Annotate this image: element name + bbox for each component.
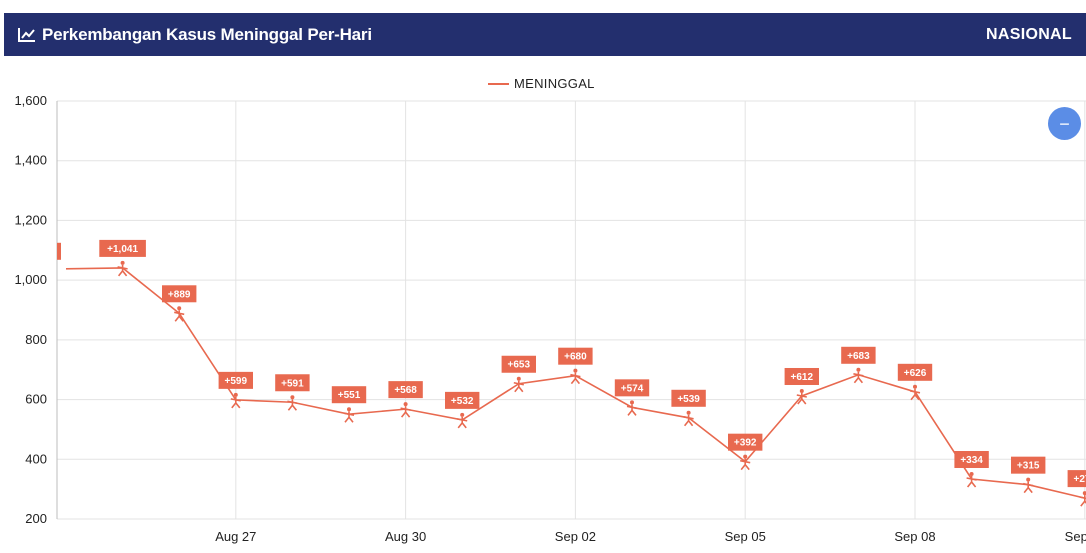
data-label: +680 [564,352,587,363]
y-tick-label: 1,200 [14,212,47,227]
chart-title: Perkembangan Kasus Meninggal Per-Hari [42,24,372,44]
data-label-box [784,367,819,385]
data-label: +539 [677,394,700,405]
header-title-group: Perkembangan Kasus Meninggal Per-Hari [18,25,372,45]
data-label-box [218,371,253,389]
data-point [117,260,128,277]
x-tick-label: Aug 30 [385,529,426,544]
y-tick-label: 800 [25,332,47,347]
zoom-out-button[interactable]: − [1048,107,1081,140]
data-point [909,384,921,401]
data-label-box [841,346,876,364]
data-label: +334 [960,455,983,466]
data-point [683,410,694,427]
data-label: +532 [451,396,474,407]
data-point [457,412,468,429]
data-label: +889 [168,289,191,300]
data-label-box [1011,456,1046,474]
data-label: +653 [508,360,531,371]
minus-icon: − [1059,113,1070,134]
data-point [1023,477,1034,494]
data-label-box [331,386,367,404]
data-label: +551 [338,390,361,401]
data-point [1079,491,1086,507]
data-label: +591 [281,378,304,389]
data-label-box [99,239,146,257]
data-point [740,454,751,471]
chart-header: Perkembangan Kasus Meninggal Per-Hari NA… [4,13,1086,56]
data-label: +1,041 [107,244,138,255]
data-point [853,367,864,384]
data-label-box [558,347,593,365]
x-tick-label: Sep 05 [725,529,766,544]
scope-label: NASIONAL [986,25,1072,43]
data-label: +315 [1017,461,1040,472]
data-label-box [671,389,706,407]
x-tick-label: Aug 27 [215,529,256,544]
x-tick-label: Sep 02 [555,529,596,544]
data-label: +568 [394,385,417,396]
data-label: +612 [791,372,814,383]
data-label-box [614,379,650,397]
data-point [796,388,807,405]
data-point [400,402,411,418]
data-label-box [1067,470,1086,488]
legend-label: MENINGGAL [514,76,595,91]
line-chart: 200 400 600 800 1,000 1,200 1,400 1,600 Aug 27 Au… [14,76,1086,544]
data-label-box [445,391,480,409]
y-tick-label: 200 [25,511,47,526]
data-label-box-clipped [57,242,61,260]
data-point [230,392,241,409]
y-tick-label: 600 [25,392,47,407]
y-tick-label: 1,600 [14,93,47,108]
data-point [287,395,298,411]
data-point [343,407,355,423]
data-label-box [388,381,423,399]
data-label-box [954,450,989,468]
data-label: +626 [904,368,927,379]
data-label-box [728,433,763,451]
data-point [966,471,977,488]
data-label-box [162,285,197,303]
data-label: +574 [621,383,644,394]
chart-area: 200 400 600 800 1,000 1,200 1,400 1,600 Aug 27 Au… [0,60,1086,553]
data-label: +270 [1074,474,1086,485]
data-label: +683 [847,351,870,362]
y-tick-label: 400 [25,451,47,466]
data-point [570,368,581,385]
data-label-box [275,374,310,392]
data-point [626,400,638,416]
data-label: +392 [734,438,757,449]
line-chart-icon [18,27,36,43]
y-tick-label: 1,400 [14,153,47,168]
x-tick-label: Sep 08 [894,529,935,544]
data-label: +599 [225,376,248,387]
x-tick-label: Sep 11 [1065,529,1086,544]
data-point [513,376,524,393]
y-tick-label: 1,000 [14,272,47,287]
data-label-box [897,363,933,381]
data-label-box [501,355,536,373]
data-point [174,306,185,322]
